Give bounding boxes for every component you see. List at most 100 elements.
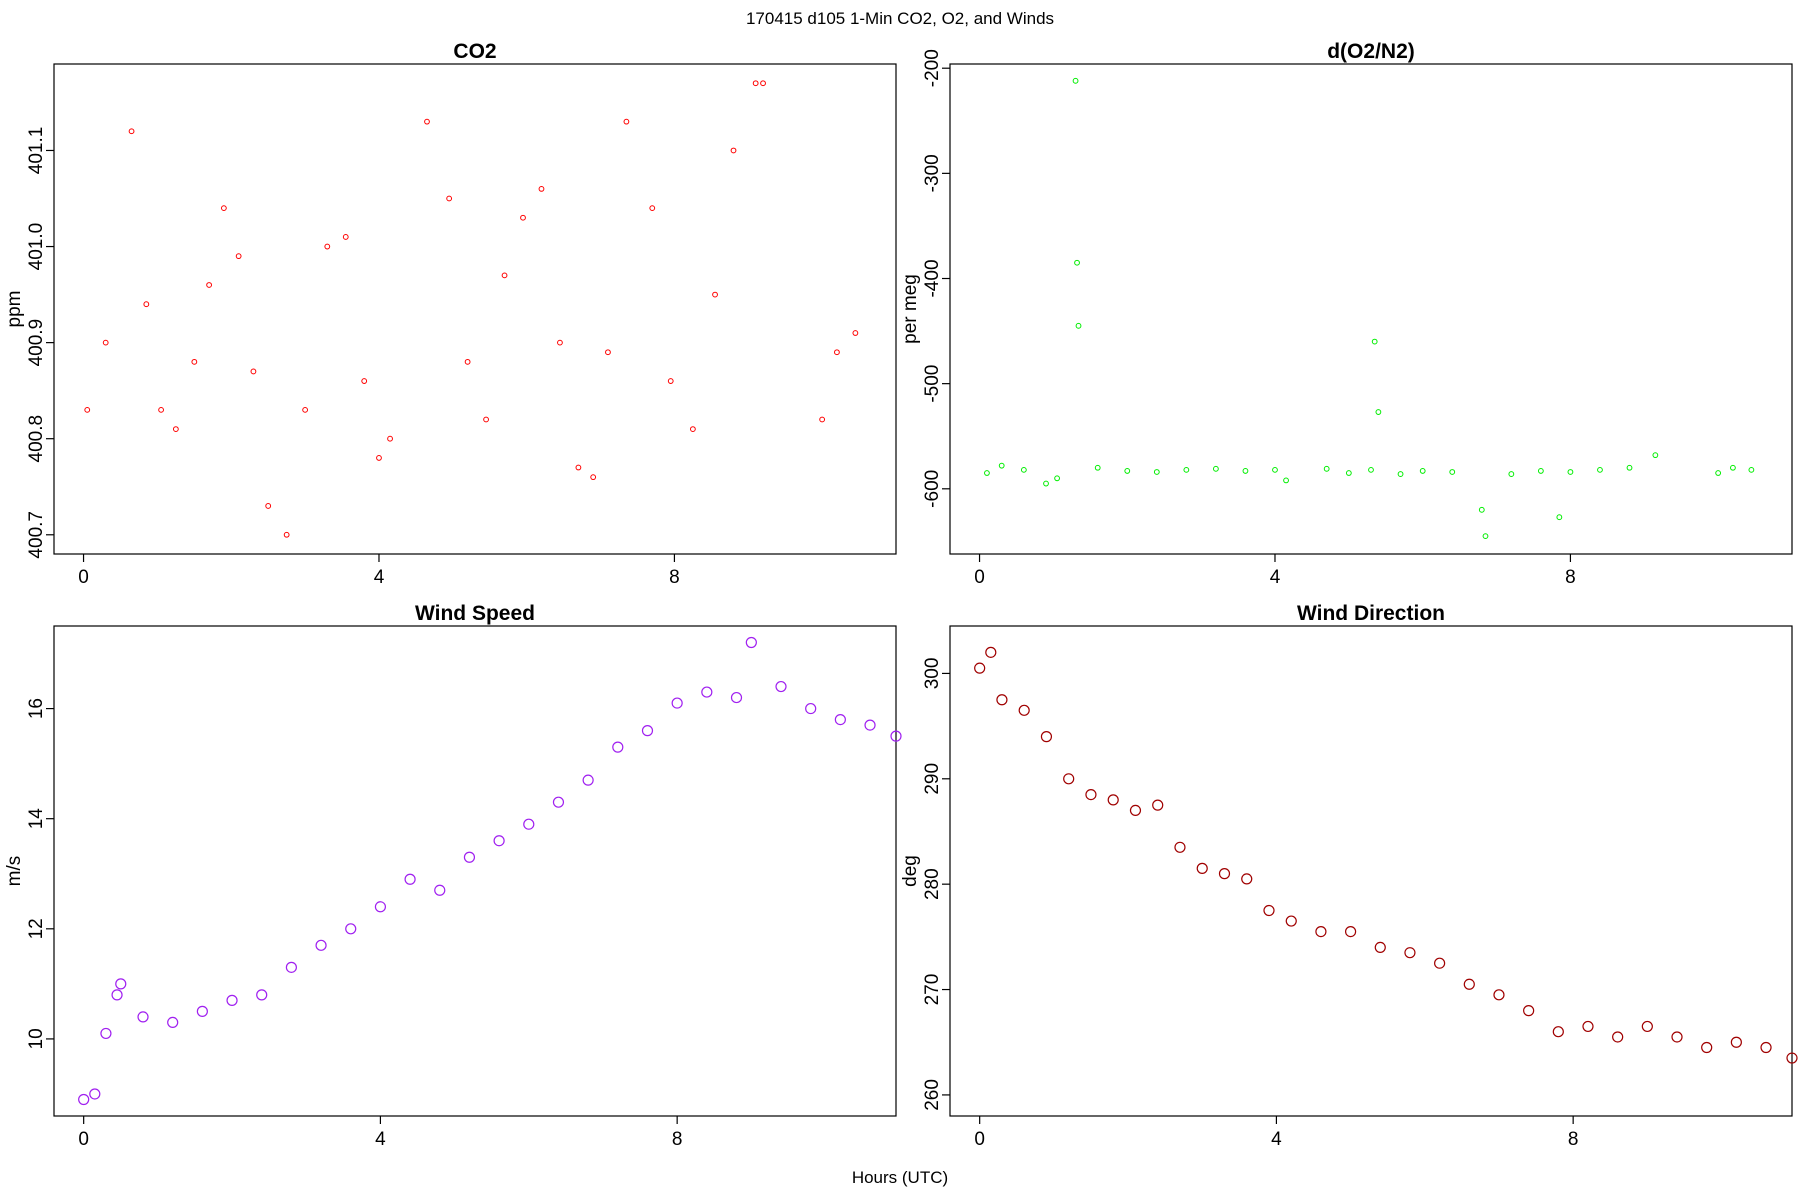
wind-speed-data-point: [111, 989, 123, 1001]
d-o2-n2-data-point: [1242, 468, 1249, 474]
d-o2-n2-ytick-label: -400: [922, 259, 943, 297]
d-o2-n2-ytick-label: -500: [922, 365, 943, 403]
wind-direction-data-point: [1463, 978, 1475, 990]
wind-direction-data-point: [996, 694, 1008, 706]
wind-direction-data-point: [1063, 773, 1075, 785]
d-o2-n2-data-point: [1508, 471, 1515, 477]
d-o2-n2-xtick-label: 8: [1565, 567, 1576, 588]
d-o2-n2-data-point: [1094, 464, 1101, 471]
co2-data-point: [446, 195, 453, 202]
d-o2-n2-title: d(O2/N2): [1327, 40, 1415, 63]
co2-xtick-label: 4: [374, 567, 385, 588]
wind-speed-data-point: [671, 697, 683, 709]
d-o2-n2-ylabel: per meg: [900, 274, 921, 344]
co2-ylabel: ppm: [4, 291, 25, 328]
wind-direction-data-point: [1434, 957, 1446, 969]
wind-speed-data-point: [523, 818, 535, 830]
wind-speed-data-point: [582, 774, 594, 786]
co2-data-point: [520, 214, 526, 221]
wind-direction-data-point: [1263, 904, 1275, 917]
wind-speed-data-point: [137, 1011, 149, 1023]
wind-direction-panel: Wind Direction deg 0 4 8 260 270 280 290 300: [900, 602, 1798, 1150]
co2-data-point: [324, 243, 331, 250]
co2-data-point: [760, 80, 766, 87]
d-o2-n2-data-point: [1153, 469, 1160, 475]
d-o2-n2-xtick-label: 0: [974, 567, 985, 588]
co2-data-point: [834, 349, 840, 356]
d-o2-n2-data-point: [1072, 77, 1079, 84]
wind-speed-data-point: [775, 680, 787, 693]
d-o2-n2-data-point: [1375, 409, 1382, 415]
wind-direction-ytick-label: 290: [922, 763, 943, 795]
d-o2-n2-data-point: [1748, 466, 1755, 473]
d-o2-n2-data-point: [998, 462, 1005, 469]
wind-speed-panel: Wind Speed m/s 0 4 8 10 12 14 16: [4, 602, 902, 1150]
wind-direction-data-point: [1107, 794, 1119, 806]
d-o2-n2-data-point: [1567, 469, 1574, 475]
wind-direction-data-point: [1040, 731, 1053, 743]
co2-data-point: [342, 234, 349, 240]
co2-data-point: [424, 118, 430, 125]
wind-direction-data-point: [1552, 1026, 1564, 1038]
wind-direction-data-point: [1085, 789, 1097, 801]
wind-speed-ytick-label: 10: [26, 1028, 47, 1049]
wind-direction-ytick-label: 300: [922, 658, 943, 690]
wind-direction-data-point: [1786, 1052, 1798, 1064]
wind-speed-data-point: [78, 1093, 90, 1106]
wind-speed-ytick-label: 16: [26, 698, 47, 719]
co2-data-point: [538, 186, 545, 192]
wind-direction-data-point: [974, 662, 986, 674]
wind-direction-data-point: [1344, 925, 1357, 938]
co2-data-point: [501, 272, 508, 279]
wind-direction-data-point: [1404, 947, 1416, 959]
co2-data-point: [376, 455, 382, 461]
co2-ytick-label: 401.1: [26, 127, 47, 175]
d-o2-n2-data-point: [1020, 466, 1027, 473]
d-o2-n2-data-point: [1597, 466, 1603, 473]
co2-data-point: [483, 416, 489, 423]
co2-data-point: [649, 205, 656, 212]
wind-speed-title: Wind Speed: [415, 602, 535, 625]
co2-data-point: [387, 435, 393, 442]
wind-speed-data-point: [730, 691, 743, 704]
wind-speed-data-point: [552, 796, 565, 808]
wind-direction-data-point: [1612, 1031, 1624, 1043]
d-o2-n2-panel: d(O2/N2) per meg 0 4 8 -200 -300 -400 -500 -600: [900, 40, 1793, 588]
wind-direction-data-point: [1129, 804, 1142, 817]
d-o2-n2-data-point: [1419, 468, 1426, 474]
d-o2-n2-data-point: [1124, 468, 1131, 474]
wind-direction-data-point: [1152, 799, 1164, 811]
co2-data-point: [667, 378, 674, 384]
wind-direction-xtick-label: 8: [1568, 1129, 1579, 1150]
co2-data-point: [102, 339, 109, 346]
co2-data-point: [557, 339, 563, 346]
d-o2-n2-data-point: [1074, 259, 1080, 266]
d-o2-n2-data-point: [1323, 465, 1330, 472]
wind-speed-data-point: [100, 1027, 112, 1040]
co2-data-point: [575, 464, 582, 471]
co2-data-point: [283, 531, 290, 538]
wind-direction-data-point: [1641, 1020, 1653, 1033]
d-o2-n2-data-point: [1371, 338, 1378, 345]
wind-direction-data-point: [985, 646, 997, 658]
wind-speed-xtick-label: 8: [672, 1129, 683, 1150]
d-o2-n2-data-point: [1345, 470, 1352, 476]
co2-ytick-label: 401.0: [26, 223, 47, 271]
wind-direction-data-point: [1582, 1020, 1594, 1033]
d-o2-n2-data-point: [1652, 452, 1659, 459]
co2-data-point: [206, 282, 213, 288]
co2-data-point: [464, 358, 471, 365]
wind-direction-data-point: [1760, 1041, 1772, 1054]
wind-speed-data-point: [167, 1016, 179, 1029]
co2-data-point: [752, 80, 759, 87]
wind-direction-data-point: [1241, 873, 1253, 885]
wind-speed-data-point: [434, 884, 446, 896]
wind-direction-xtick-label: 4: [1271, 1129, 1282, 1150]
wind-speed-data-point: [315, 939, 327, 951]
d-o2-n2-data-point: [1183, 466, 1190, 473]
co2-data-point: [172, 426, 179, 432]
d-o2-n2-data-point: [984, 470, 990, 476]
wind-speed-data-point: [493, 835, 505, 847]
wind-direction-data-point: [1493, 989, 1505, 1001]
